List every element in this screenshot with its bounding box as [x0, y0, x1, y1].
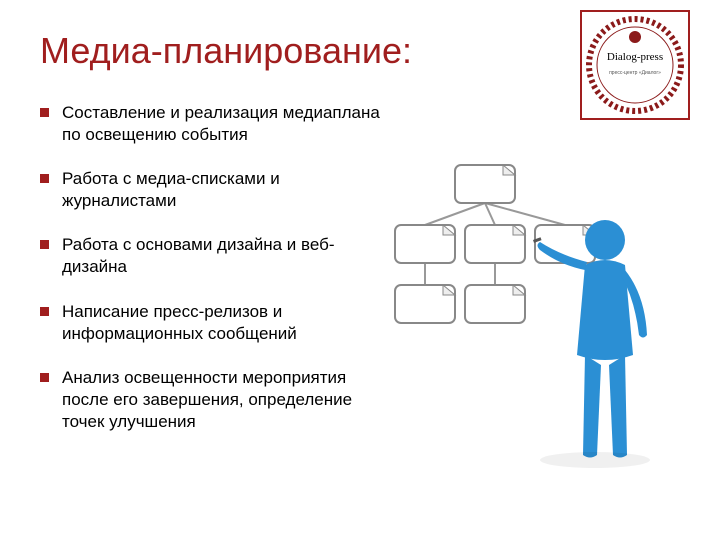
list-item: Работа с основами дизайна и веб-дизайна	[40, 234, 380, 278]
svg-text:пресс-центр «Диалог»: пресс-центр «Диалог»	[609, 70, 661, 76]
bullet-list: Составление и реализация медиаплана по о…	[40, 102, 380, 433]
list-item: Работа с медиа-списками и журналистами	[40, 168, 380, 212]
list-item: Составление и реализация медиаплана по о…	[40, 102, 380, 146]
svg-text:Dialog-press: Dialog-press	[607, 51, 663, 63]
list-item: Написание пресс-релизов и информационных…	[40, 301, 380, 345]
slide: Медиа-планирование: Dialog-press пресс-ц…	[0, 0, 720, 540]
logo-badge: Dialog-press пресс-центр «Диалог»	[580, 10, 690, 120]
illustration	[385, 155, 685, 475]
list-item: Анализ освещенности мероприятия после ег…	[40, 367, 380, 433]
